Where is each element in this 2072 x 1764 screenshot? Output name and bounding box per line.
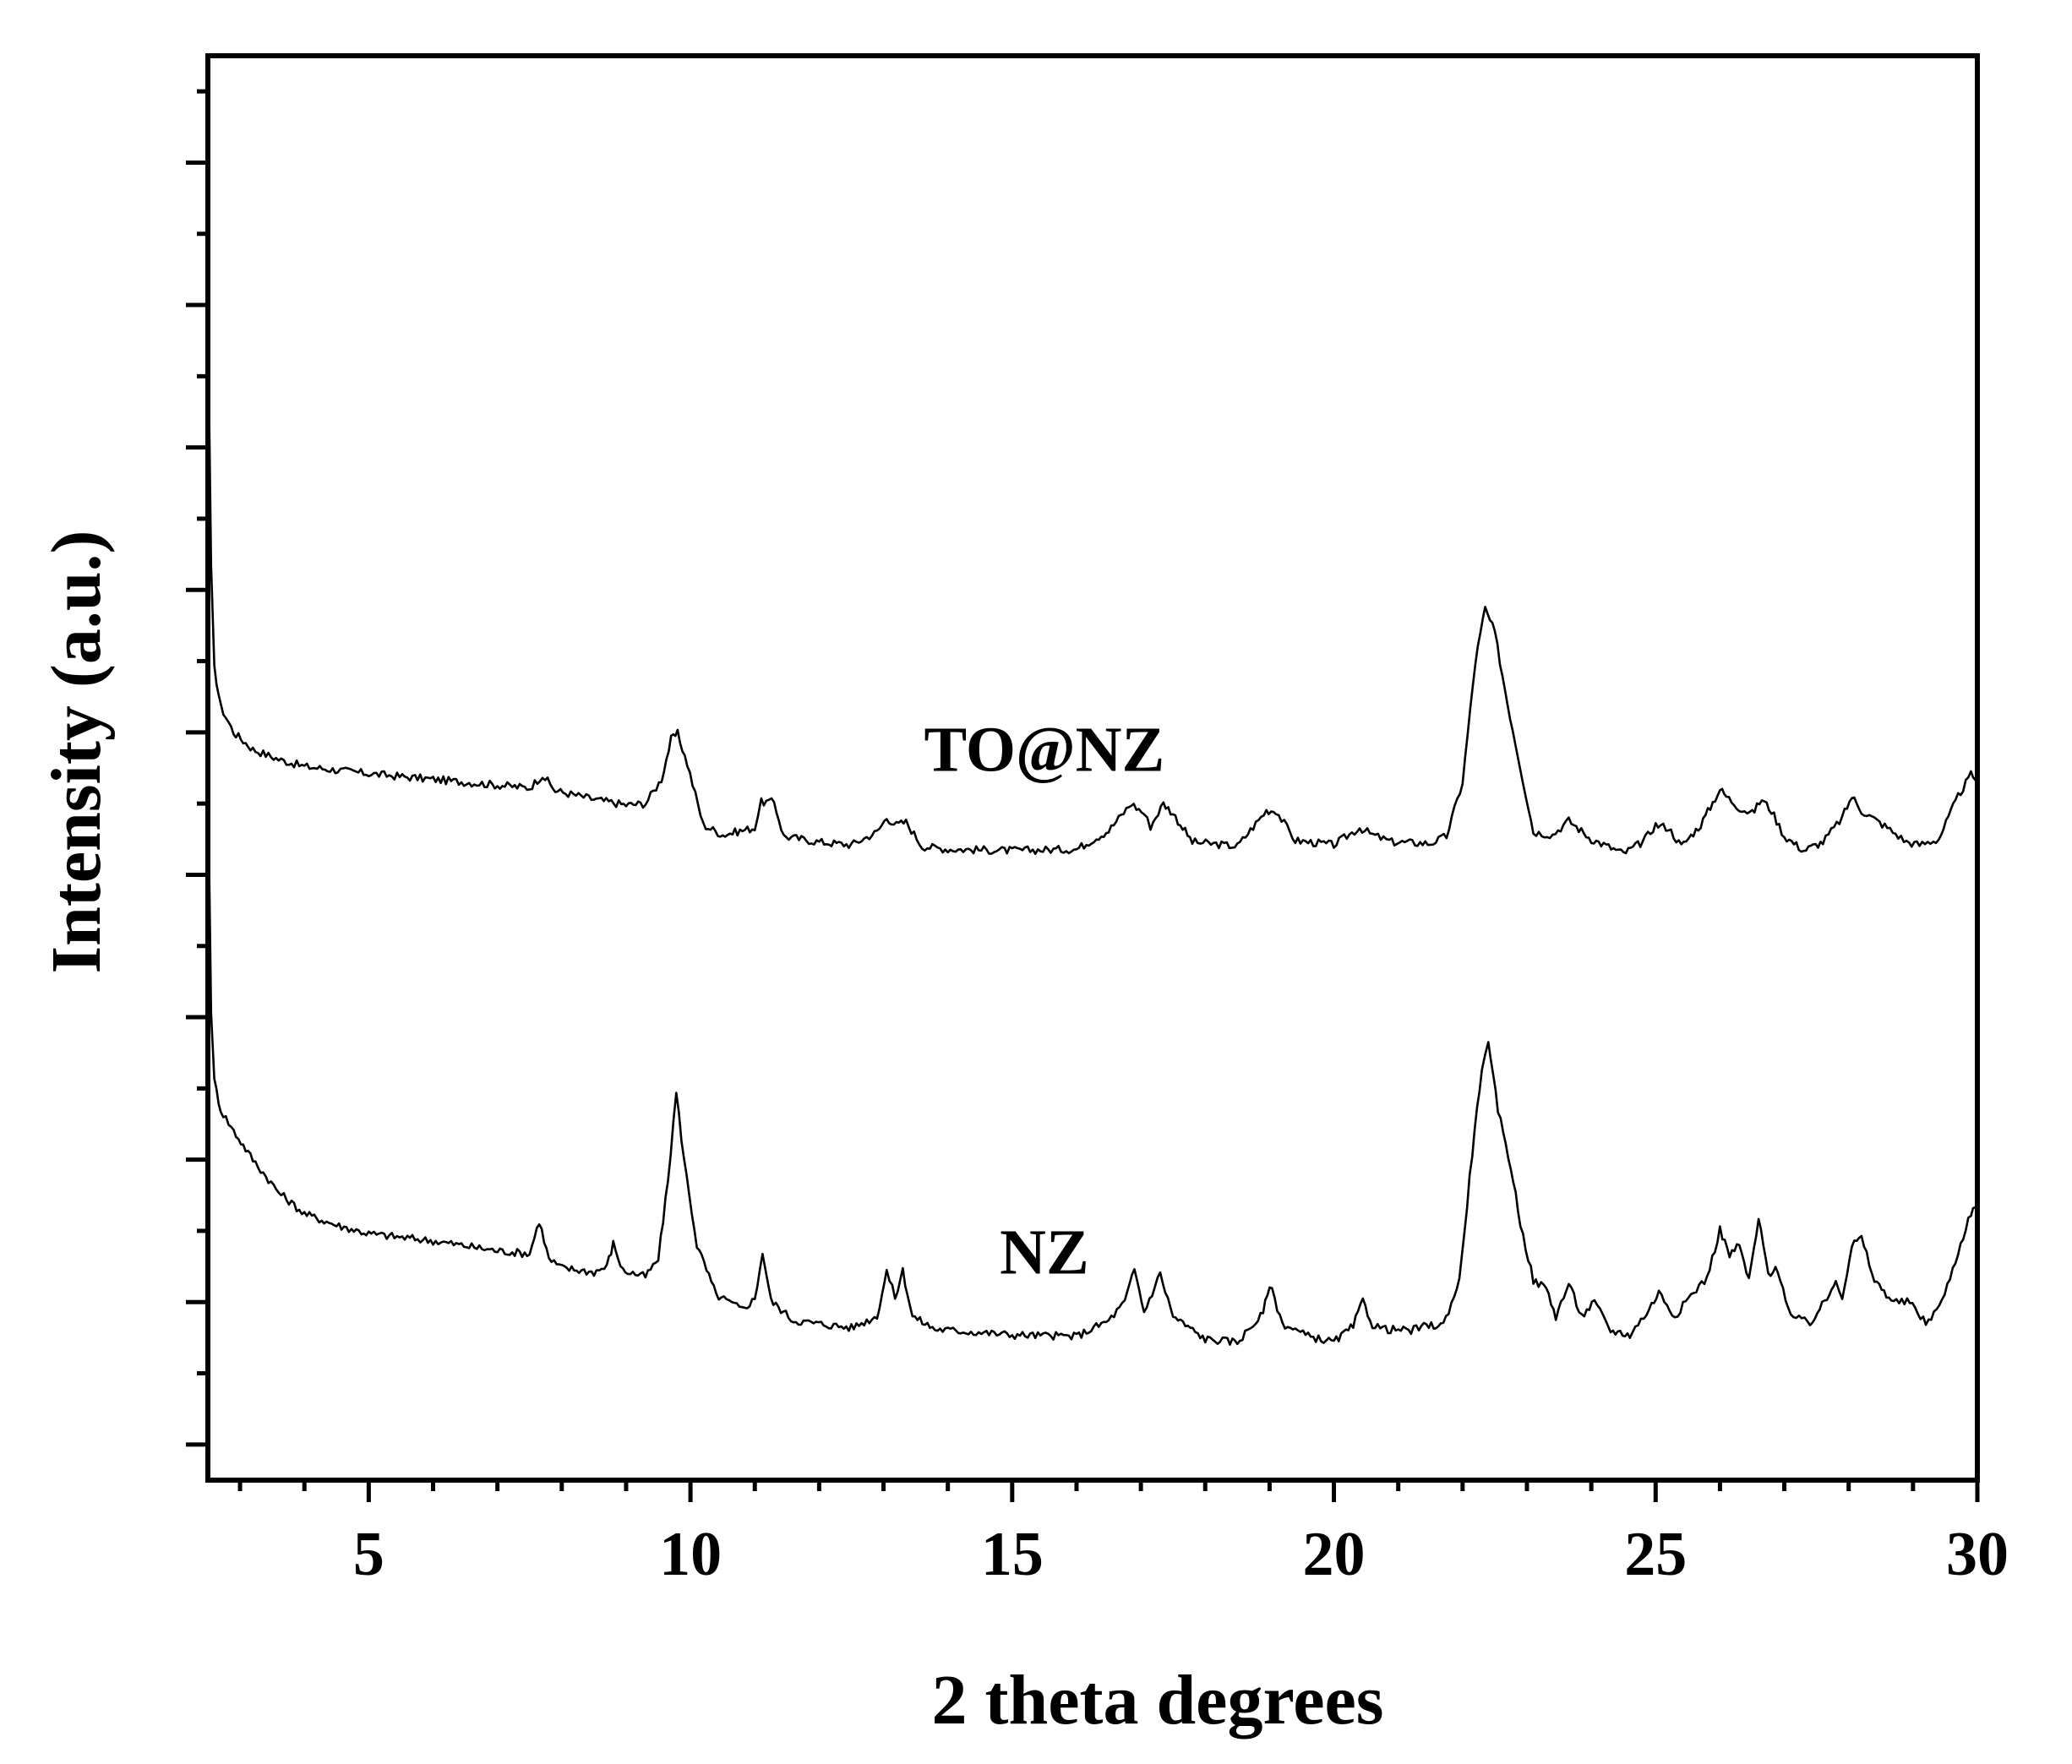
x-tick-label: 5 bbox=[353, 1520, 384, 1589]
x-tick-label: 20 bbox=[1303, 1520, 1366, 1589]
x-tick-label: 25 bbox=[1624, 1520, 1687, 1589]
x-tick-label: 10 bbox=[659, 1520, 722, 1589]
y-axis-ticks bbox=[186, 89, 208, 1447]
series-label-to-nz: TO@NZ bbox=[924, 714, 1165, 785]
y-axis-title: Intensity (a.u.) bbox=[37, 530, 116, 973]
plot-area: 5 10 15 20 25 30 TO@NZ NZ bbox=[186, 53, 2009, 1589]
series-line-to-nz bbox=[206, 312, 1978, 855]
series-labels: TO@NZ NZ bbox=[924, 714, 1165, 1288]
x-tick-label: 30 bbox=[1946, 1520, 2009, 1589]
series-layer bbox=[206, 312, 1978, 1346]
x-axis-title: 2 theta degrees bbox=[932, 1661, 1384, 1740]
series-label-nz: NZ bbox=[1000, 1217, 1089, 1288]
x-axis-ticks: 5 10 15 20 25 30 bbox=[237, 1480, 2009, 1589]
x-tick-label: 15 bbox=[981, 1520, 1044, 1589]
series-line-nz bbox=[206, 767, 1978, 1346]
